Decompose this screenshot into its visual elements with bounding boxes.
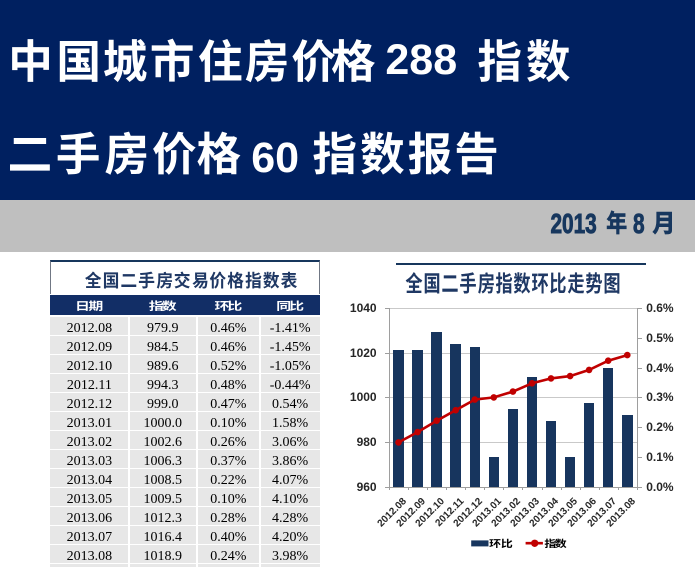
svg-text:8: 8: [633, 209, 645, 239]
svg-text:2013: 2013: [550, 209, 596, 239]
svg-text:288: 288: [385, 36, 457, 84]
svg-text:60: 60: [251, 134, 299, 182]
